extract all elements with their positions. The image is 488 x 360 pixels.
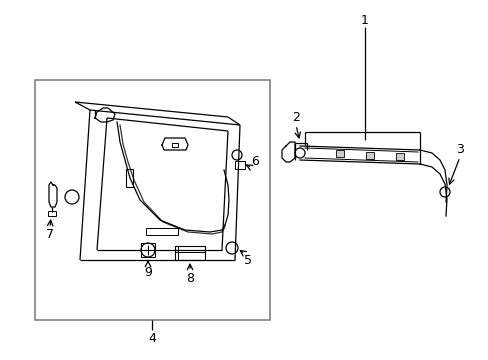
Bar: [126, 169, 133, 187]
Text: 7: 7: [46, 229, 54, 242]
Bar: [172, 143, 178, 147]
Text: 8: 8: [185, 271, 194, 284]
Text: 3: 3: [455, 144, 463, 157]
Text: 6: 6: [250, 156, 259, 168]
Bar: [48, 211, 56, 216]
Text: 4: 4: [148, 332, 156, 345]
FancyBboxPatch shape: [175, 246, 204, 260]
Text: 5: 5: [244, 253, 251, 266]
Text: 1: 1: [360, 13, 368, 27]
Bar: [146, 228, 178, 235]
Bar: [35, 80, 269, 320]
FancyBboxPatch shape: [235, 161, 244, 169]
Bar: [141, 243, 155, 257]
Bar: [395, 153, 403, 160]
Bar: [335, 150, 343, 157]
Bar: [365, 152, 373, 159]
Text: 9: 9: [144, 265, 152, 279]
Text: 2: 2: [291, 112, 299, 125]
